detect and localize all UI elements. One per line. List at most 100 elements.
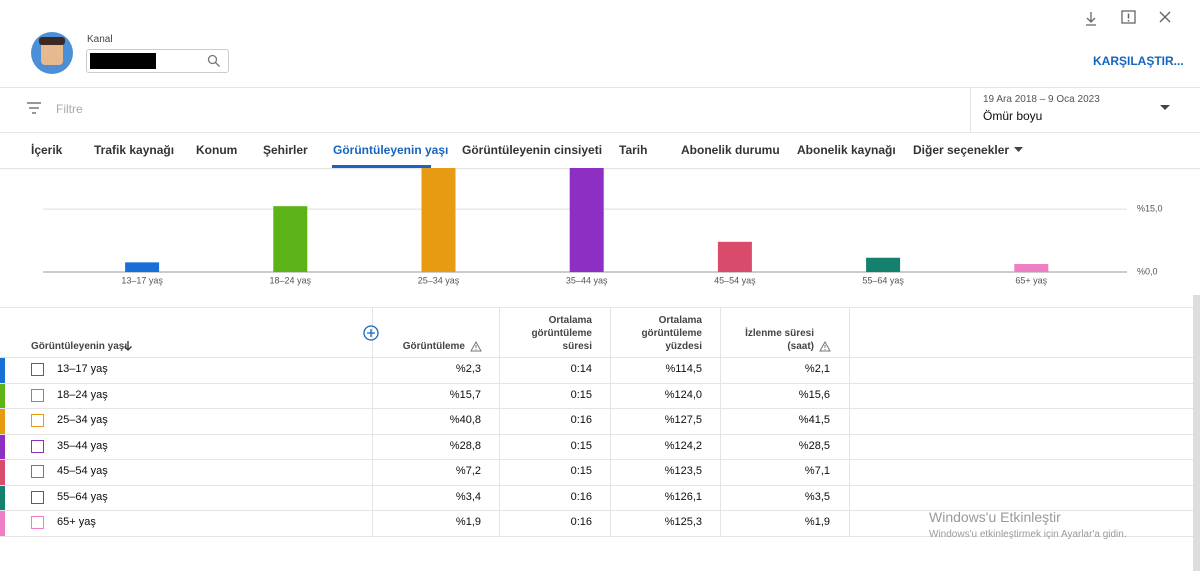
- bar: [1014, 264, 1049, 272]
- divider: [0, 382, 1193, 384]
- x-tick-label: 65+ yaş: [1015, 275, 1047, 285]
- x-tick-label: 25–34 yaş: [418, 275, 460, 285]
- cell: %1,9: [455, 516, 481, 528]
- column-divider: [610, 307, 611, 536]
- tab[interactable]: Görüntüleyenin cinsiyeti: [462, 143, 603, 157]
- x-tick-label: 35–44 yaş: [566, 275, 608, 285]
- tab[interactable]: Diğer seçenekler: [913, 143, 1024, 157]
- row-label: 55–64 yaş: [57, 490, 108, 503]
- row-checkbox[interactable]: [31, 439, 44, 453]
- column-header[interactable]: Görüntüleme: [402, 341, 465, 352]
- divider: [0, 459, 1193, 460]
- row-label: 35–44 yaş: [57, 439, 108, 452]
- row-checkbox[interactable]: [31, 516, 44, 529]
- row-label: 45–54 yaş: [57, 465, 108, 477]
- column-divider: [372, 307, 373, 536]
- column-header[interactable]: Ortalama görüntüleme yüzdesi: [641, 315, 702, 352]
- cell: 0:16: [570, 414, 592, 426]
- redacted-name: [90, 53, 156, 69]
- tab[interactable]: İçerik: [31, 143, 63, 157]
- cell: 0:15: [570, 439, 592, 452]
- filter-icon[interactable]: [26, 101, 42, 115]
- warning-icon[interactable]: [470, 341, 482, 352]
- column-header[interactable]: Görüntüleyenin yaşı: [31, 341, 128, 352]
- bar: [569, 168, 604, 272]
- row-checkbox[interactable]: [31, 490, 44, 504]
- channel-search[interactable]: [86, 49, 229, 73]
- column-divider: [849, 307, 850, 536]
- cell: %3,5: [804, 490, 830, 503]
- cell: 0:16: [570, 490, 592, 503]
- compare-button[interactable]: KARŞILAŞTIR...: [1093, 54, 1184, 68]
- bar: [866, 257, 901, 272]
- row-checkbox[interactable]: [31, 414, 44, 427]
- cell: %3,4: [455, 490, 481, 503]
- divider: [0, 408, 1193, 409]
- x-tick-label: 18–24 yaş: [270, 275, 312, 285]
- row-label: 65+ yaş: [57, 516, 96, 528]
- tab[interactable]: Konum: [196, 143, 238, 157]
- date-range[interactable]: 19 Ara 2018 – 9 Oca 2023: [983, 94, 1100, 105]
- column-divider: [720, 307, 721, 536]
- cell: %7,1: [804, 465, 830, 477]
- add-metric-button[interactable]: [363, 325, 379, 341]
- cell: %7,2: [455, 465, 481, 477]
- cell: %124,0: [664, 388, 702, 401]
- cell: %15,7: [449, 388, 481, 401]
- column-divider: [499, 307, 500, 536]
- divider: [0, 357, 1193, 358]
- cell: %2,1: [804, 363, 830, 375]
- sort-arrow[interactable]: [123, 340, 133, 351]
- cell: %40,8: [449, 414, 481, 426]
- watermark-subtitle: Windows'u etkinleştirmek için Ayarlar'a …: [929, 529, 1127, 540]
- tab[interactable]: Abonelik durumu: [681, 143, 780, 157]
- warning-icon[interactable]: [819, 341, 831, 352]
- cell: 0:16: [570, 516, 592, 528]
- x-tick-label: 55–64 yaş: [862, 275, 904, 285]
- dropdown-arrow[interactable]: [1159, 104, 1171, 112]
- cell: %114,5: [665, 363, 703, 375]
- row-label: 25–34 yaş: [57, 414, 108, 426]
- divider: [0, 307, 1193, 308]
- cell: %41,5: [798, 414, 830, 426]
- cell: %1,9: [804, 516, 830, 528]
- window-icons[interactable]: [1082, 9, 1182, 27]
- cell: %125,3: [664, 516, 702, 528]
- search-icon: [207, 54, 220, 67]
- scrollbar[interactable]: [1193, 295, 1200, 571]
- row-color: [0, 485, 5, 510]
- divider: [0, 132, 1200, 133]
- channel-label: Kanal: [87, 34, 113, 45]
- divider: [0, 87, 1200, 88]
- row-checkbox[interactable]: [31, 388, 44, 402]
- period[interactable]: Ömür boyu: [983, 109, 1043, 123]
- column-header[interactable]: Ortalama görüntüleme süresi: [531, 315, 592, 352]
- y-tick-label: %15,0: [1137, 203, 1163, 213]
- cell: 0:15: [570, 465, 592, 477]
- row-color: [0, 460, 5, 485]
- cell: %15,6: [798, 388, 830, 401]
- bar: [125, 262, 160, 272]
- row-checkbox[interactable]: [31, 363, 44, 376]
- tab[interactable]: Tarih: [619, 143, 648, 157]
- bar: [717, 241, 752, 272]
- tab[interactable]: Şehirler: [263, 143, 308, 157]
- x-tick-label: 45–54 yaş: [714, 275, 756, 285]
- bar: [421, 168, 456, 272]
- tab[interactable]: Abonelik kaynağı: [797, 143, 896, 157]
- tab[interactable]: Trafik kaynağı: [94, 143, 175, 157]
- x-tick-label: 13–17 yaş: [121, 275, 163, 285]
- cell: 0:15: [570, 388, 592, 401]
- divider: [970, 88, 971, 132]
- avatar[interactable]: [31, 32, 73, 74]
- row-checkbox[interactable]: [31, 465, 44, 478]
- watermark-title: Windows'u Etkinleştir: [929, 509, 1061, 525]
- age-chart: %0,0 %15,0 13–17 yaş 18–24 yaş 25–34 yaş 35–4…: [43, 168, 1163, 285]
- column-header[interactable]: İzlenme süresi (saat): [745, 328, 814, 352]
- tab[interactable]: Görüntüleyenin yaşı: [333, 143, 449, 157]
- active-tab-indicator: [332, 165, 431, 168]
- row-color: [0, 409, 5, 434]
- row-color: [0, 434, 5, 459]
- divider: [0, 510, 1193, 511]
- filter-input[interactable]: Filtre: [56, 102, 83, 116]
